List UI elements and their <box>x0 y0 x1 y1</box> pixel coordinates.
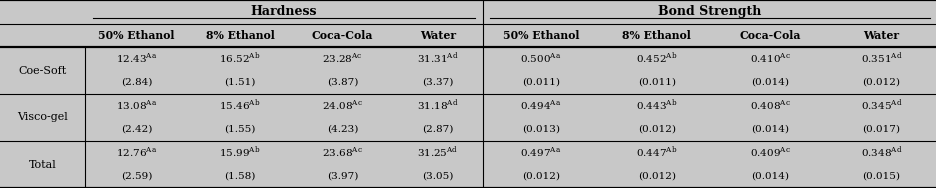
Text: 8% Ethanol: 8% Ethanol <box>205 30 274 41</box>
Text: 0.447$^{\mathregular{Ab}}$: 0.447$^{\mathregular{Ab}}$ <box>636 145 677 160</box>
Text: Water: Water <box>862 30 899 41</box>
Text: (3.05): (3.05) <box>422 172 453 181</box>
Text: 23.68$^{\mathregular{Ac}}$: 23.68$^{\mathregular{Ac}}$ <box>322 146 362 159</box>
Text: (2.42): (2.42) <box>121 125 153 134</box>
Text: (0.012): (0.012) <box>521 172 560 181</box>
Text: (0.011): (0.011) <box>637 78 675 87</box>
Text: 31.18$^{\mathregular{Ad}}$: 31.18$^{\mathregular{Ad}}$ <box>417 98 459 113</box>
Text: Visco-gel: Visco-gel <box>17 112 67 123</box>
Text: 50% Ethanol: 50% Ethanol <box>98 30 175 41</box>
Text: (4.23): (4.23) <box>327 125 358 134</box>
Text: 12.76$^{\mathregular{Aa}}$: 12.76$^{\mathregular{Aa}}$ <box>116 146 157 159</box>
Text: (2.87): (2.87) <box>422 125 453 134</box>
Text: (3.37): (3.37) <box>422 78 453 87</box>
Text: (0.014): (0.014) <box>751 125 788 134</box>
Text: 0.410$^{\mathregular{Ac}}$: 0.410$^{\mathregular{Ac}}$ <box>749 52 790 65</box>
Text: (0.012): (0.012) <box>861 78 899 87</box>
Text: 31.25$^{\mathregular{Ad}}$: 31.25$^{\mathregular{Ad}}$ <box>417 145 458 160</box>
Text: Total: Total <box>29 159 56 170</box>
Text: (2.84): (2.84) <box>121 78 153 87</box>
Text: (0.012): (0.012) <box>637 172 675 181</box>
Text: Coe-Soft: Coe-Soft <box>19 65 66 76</box>
Text: (0.017): (0.017) <box>861 125 899 134</box>
Text: (3.97): (3.97) <box>327 172 358 181</box>
Text: (0.014): (0.014) <box>751 172 788 181</box>
Text: 8% Ethanol: 8% Ethanol <box>622 30 691 41</box>
Text: 15.99$^{\mathregular{Ab}}$: 15.99$^{\mathregular{Ab}}$ <box>219 145 260 160</box>
Text: 16.52$^{\mathregular{Ab}}$: 16.52$^{\mathregular{Ab}}$ <box>219 51 260 66</box>
Text: 31.31$^{\mathregular{Ad}}$: 31.31$^{\mathregular{Ad}}$ <box>417 51 459 66</box>
Text: Water: Water <box>419 30 456 41</box>
Text: 15.46$^{\mathregular{Ab}}$: 15.46$^{\mathregular{Ab}}$ <box>219 98 260 113</box>
Text: 0.351$^{\mathregular{Ad}}$: 0.351$^{\mathregular{Ad}}$ <box>860 51 901 66</box>
Text: 50% Ethanol: 50% Ethanol <box>502 30 578 41</box>
Text: 23.28$^{\mathregular{Ac}}$: 23.28$^{\mathregular{Ac}}$ <box>322 52 362 65</box>
Text: 0.443$^{\mathregular{Ab}}$: 0.443$^{\mathregular{Ab}}$ <box>636 98 677 113</box>
Text: Coca-Cola: Coca-Cola <box>739 30 800 41</box>
Text: 13.08$^{\mathregular{Aa}}$: 13.08$^{\mathregular{Aa}}$ <box>116 99 157 112</box>
Text: (0.013): (0.013) <box>521 125 560 134</box>
Text: (3.87): (3.87) <box>327 78 358 87</box>
Text: (1.58): (1.58) <box>224 172 256 181</box>
Text: (0.015): (0.015) <box>861 172 899 181</box>
Text: 0.345$^{\mathregular{Ad}}$: 0.345$^{\mathregular{Ad}}$ <box>860 98 901 113</box>
Text: (1.55): (1.55) <box>224 125 256 134</box>
Text: Hardness: Hardness <box>251 5 317 18</box>
Text: (1.51): (1.51) <box>224 78 256 87</box>
Text: (0.014): (0.014) <box>751 78 788 87</box>
Text: (0.012): (0.012) <box>637 125 675 134</box>
Text: Bond Strength: Bond Strength <box>658 5 761 18</box>
Text: 0.500$^{\mathregular{Aa}}$: 0.500$^{\mathregular{Aa}}$ <box>519 52 561 65</box>
Text: 0.452$^{\mathregular{Ab}}$: 0.452$^{\mathregular{Ab}}$ <box>636 51 677 66</box>
Text: 0.494$^{\mathregular{Aa}}$: 0.494$^{\mathregular{Aa}}$ <box>519 99 561 112</box>
Text: (0.011): (0.011) <box>521 78 560 87</box>
Text: 24.08$^{\mathregular{Ac}}$: 24.08$^{\mathregular{Ac}}$ <box>322 99 362 112</box>
Text: 0.348$^{\mathregular{Ad}}$: 0.348$^{\mathregular{Ad}}$ <box>860 145 901 160</box>
Text: 0.408$^{\mathregular{Ac}}$: 0.408$^{\mathregular{Ac}}$ <box>749 99 790 112</box>
Text: Coca-Cola: Coca-Cola <box>312 30 373 41</box>
Text: 0.409$^{\mathregular{Ac}}$: 0.409$^{\mathregular{Ac}}$ <box>749 146 790 159</box>
Text: 0.497$^{\mathregular{Aa}}$: 0.497$^{\mathregular{Aa}}$ <box>519 146 561 159</box>
Text: 12.43$^{\mathregular{Aa}}$: 12.43$^{\mathregular{Aa}}$ <box>116 52 157 65</box>
Text: (2.59): (2.59) <box>121 172 153 181</box>
